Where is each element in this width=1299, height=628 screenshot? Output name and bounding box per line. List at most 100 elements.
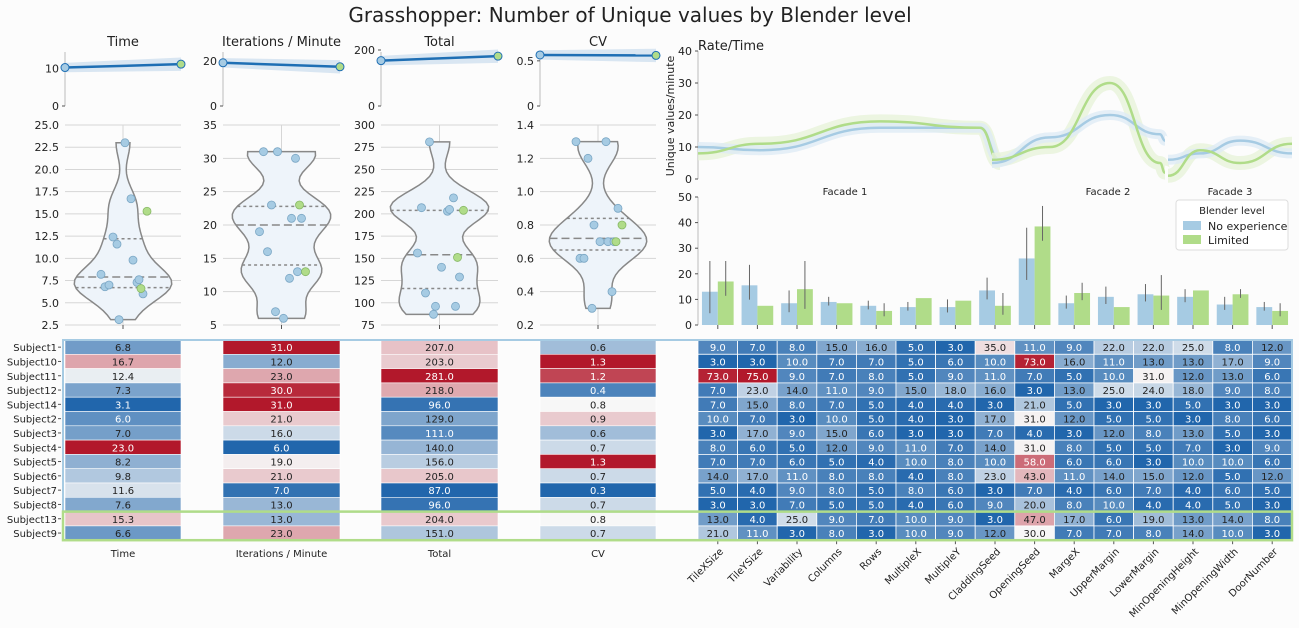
heat-value: 8.0: [1145, 429, 1161, 440]
heat-value: 7.0: [987, 429, 1003, 440]
heat-value: 5.0: [1225, 429, 1241, 440]
y-tick-label: 30: [678, 242, 692, 255]
bar-no-experience-minopeningwidth: [1216, 304, 1233, 325]
heat-value: 6.0: [947, 357, 963, 368]
legend-swatch-no-experience: [1183, 221, 1201, 230]
point-limited: [493, 51, 503, 61]
bar-no-experience-openingseed: [1018, 258, 1035, 325]
heat-value: 13.0: [1182, 357, 1204, 368]
row-label-subject3: Subject3: [13, 429, 57, 440]
heat-value: 75.0: [746, 372, 768, 383]
y-tick-label: 1.0: [517, 186, 535, 199]
heat-value: 8.0: [1225, 343, 1241, 354]
heat-value: 13.0: [270, 500, 292, 511]
heat-value: 13.0: [1182, 429, 1204, 440]
y-tick-label: 1.4: [517, 119, 535, 132]
heat-value: 3.0: [749, 500, 765, 511]
row-label-subject9: Subject9: [13, 529, 57, 540]
heat-value: 11.0: [1063, 472, 1085, 483]
column-label-cv: CV: [591, 549, 605, 560]
y-tick-label: 10: [678, 141, 692, 154]
heat-value: 10.0: [984, 458, 1006, 469]
point-limited: [176, 59, 186, 69]
y-tick-label: 100: [354, 297, 375, 310]
heat-value: 25.0: [786, 515, 808, 526]
panel-title-rate-time: Rate/Time: [698, 39, 764, 54]
heat-value: 3.0: [1225, 400, 1241, 411]
heat-value: 8.0: [789, 343, 805, 354]
heat-value: 3.0: [987, 486, 1003, 497]
column-label-tilexsize: TileXSize: [686, 547, 726, 587]
rate-time-panel: Rate/Time Unique values/minute 0 10 20 30 40 Fa…: [664, 39, 1293, 198]
panel-title-time: Time: [106, 35, 139, 50]
bar-limited-uppermargin: [1113, 307, 1130, 325]
heat-value: 4.0: [1145, 500, 1161, 511]
bar-no-experience-rows: [860, 305, 877, 325]
heat-value: 8.0: [829, 472, 845, 483]
heat-value: 0.8: [590, 515, 606, 526]
column-label-variability: Variability: [762, 546, 805, 589]
heat-value: 87.0: [428, 486, 450, 497]
heat-value: 8.0: [868, 372, 884, 383]
y-tick-label: 1.2: [517, 152, 535, 165]
heat-value: 25.0: [1103, 386, 1125, 397]
series-line-limited: [697, 120, 1001, 165]
bar-limited-tileysize: [757, 305, 774, 325]
heat-value: 3.0: [1145, 400, 1161, 411]
heat-value: 4.0: [908, 500, 924, 511]
heat-value: 5.0: [829, 500, 845, 511]
point-no-experience: [613, 203, 623, 213]
point-limited: [651, 50, 661, 60]
point-no-experience: [120, 138, 130, 148]
heat-value: 11.6: [112, 486, 134, 497]
heat-value: 31.0: [1023, 443, 1045, 454]
heat-value: 18.0: [1182, 386, 1204, 397]
heat-value: 8.0: [1145, 529, 1161, 540]
column-label-margex: MargeX: [1048, 546, 1083, 581]
heat-value: 4.0: [947, 400, 963, 411]
y-tick-label: 0: [685, 173, 692, 186]
heat-value: 4.0: [1027, 429, 1043, 440]
heat-value: 6.0: [749, 443, 765, 454]
heat-value: 7.0: [749, 343, 765, 354]
heat-value: 8.0: [1225, 415, 1241, 426]
heat-value: 21.0: [270, 472, 292, 483]
heat-value: 9.0: [1066, 343, 1082, 354]
heat-value: 19.0: [270, 458, 292, 469]
point-limited: [611, 237, 621, 247]
bar-limited-claddingseed: [995, 305, 1011, 325]
point-no-experience: [60, 63, 70, 73]
y-tick-label: 30: [678, 77, 692, 90]
heat-value: 3.0: [947, 343, 963, 354]
y-tick-label: 75: [361, 319, 375, 332]
point-limited: [301, 267, 310, 277]
point-no-experience: [128, 255, 138, 265]
heat-value: 5.0: [1106, 415, 1122, 426]
y-tick-label: 0: [685, 319, 692, 332]
heat-value: 31.0: [270, 400, 292, 411]
heat-value: 8.0: [1066, 500, 1082, 511]
series-line-no-experience: [1167, 139, 1293, 162]
heat-value: 17.0: [984, 415, 1006, 426]
point-no-experience: [589, 220, 599, 230]
bar-no-experience-minopeningheight: [1177, 296, 1193, 325]
heat-value: 7.0: [789, 500, 805, 511]
heat-value: 25.0: [1182, 343, 1204, 354]
heat-value: 9.0: [868, 386, 884, 397]
heat-value: 8.2: [115, 458, 131, 469]
heat-value: 7.0: [1185, 443, 1201, 454]
heat-value: 0.4: [590, 386, 606, 397]
heat-value: 8.0: [1264, 515, 1280, 526]
heat-value: 8.0: [868, 472, 884, 483]
heat-value: 9.0: [947, 372, 963, 383]
legend-title: Blender level: [1199, 206, 1265, 217]
legend-label-limited: Limited: [1208, 234, 1249, 247]
y-tick-label: 175: [354, 230, 375, 243]
y-tick-label: 0.8: [517, 219, 535, 232]
point-no-experience: [376, 56, 386, 66]
y-tick-label: 20.0: [35, 163, 60, 176]
heat-value: 21.0: [707, 529, 729, 540]
point-limited: [295, 200, 304, 210]
